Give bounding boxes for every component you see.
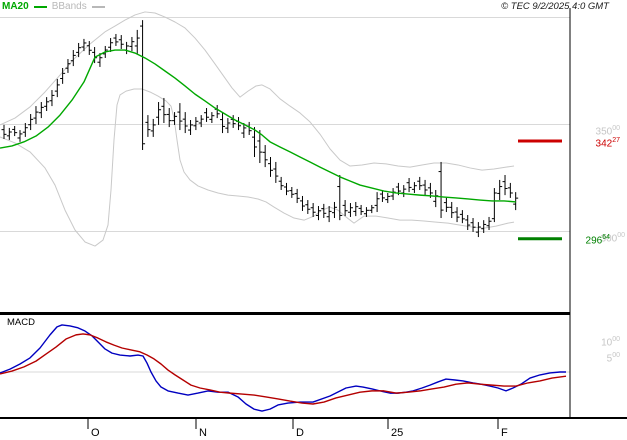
ma20-line-swatch	[33, 5, 47, 8]
last-price-label: 34227	[595, 137, 620, 150]
indicator-legend: MA20 BBands	[2, 1, 105, 12]
macd-signal-line	[0, 333, 567, 405]
x-axis-tick-label: O	[91, 427, 100, 439]
x-axis-tick-label: 25	[391, 427, 403, 439]
price-gridline-label-300: 30000	[600, 232, 625, 245]
bbands-line-swatch	[91, 5, 105, 8]
bollinger-upper-line	[0, 11, 515, 171]
bollinger-lower-line	[0, 88, 515, 247]
macd-line	[0, 324, 566, 412]
x-axis-tick-label: F	[501, 427, 508, 439]
panel-separator	[0, 312, 570, 315]
alert-price-label: 29664	[585, 234, 610, 247]
ohlc-bars	[1, 20, 519, 238]
legend-ma20-label: MA20	[2, 1, 29, 12]
legend-bbands-label: BBands	[51, 1, 87, 12]
macd-gridline-label-5: 500	[606, 352, 620, 365]
x-axis-tick-label: D	[296, 427, 304, 439]
macd-gridline-label-10: 1000	[601, 336, 620, 349]
ma20-line	[0, 49, 517, 203]
price-gridline-label-350: 35000	[595, 125, 620, 138]
x-axis-tick-label: N	[199, 427, 207, 439]
copyright-text: © TEC 9/2/2025 4:0 GMT	[501, 1, 609, 12]
macd-panel-title: MACD	[7, 317, 35, 328]
